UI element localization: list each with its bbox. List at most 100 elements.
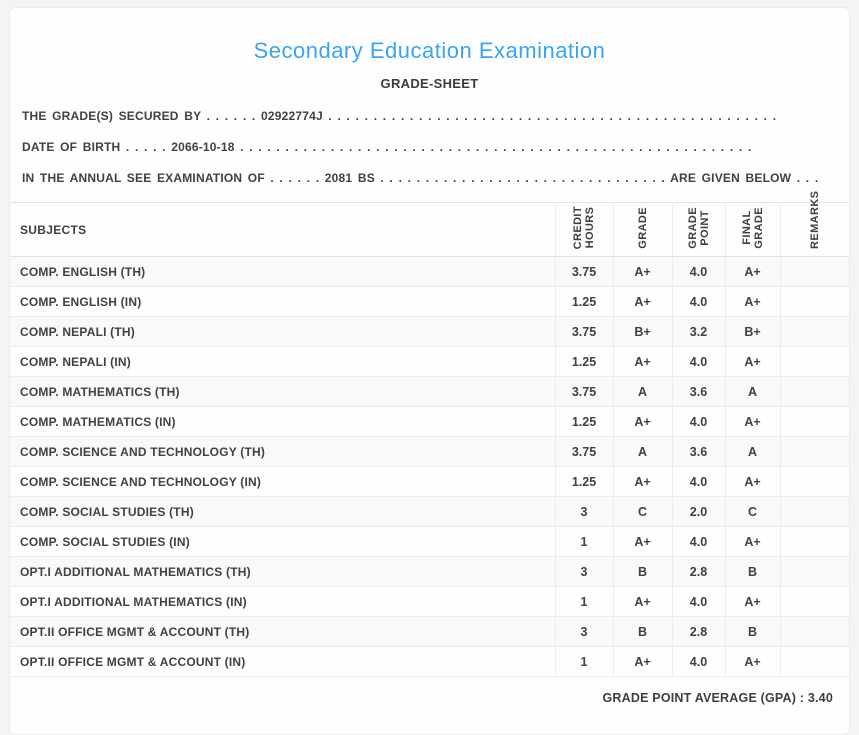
remarks-cell (779, 406, 849, 437)
table-row: COMP. SOCIAL STUDIES (IN) 1 A+ 4.0 A+ (10, 526, 849, 557)
remarks-cell (779, 376, 849, 407)
grade-vertical-label: GRADE (636, 207, 649, 249)
subject-cell: COMP. SOCIAL STUDIES (TH) (10, 496, 555, 527)
remarks-cell (779, 646, 849, 677)
grade-cell: B (612, 616, 672, 647)
grade-point-cell: 2.8 (671, 616, 725, 647)
grade-cell: A+ (612, 406, 672, 437)
table-row: COMP. MATHEMATICS (TH) 3.75 A 3.6 A (10, 376, 849, 407)
grade-cell: B (612, 556, 672, 587)
grade-cell: A+ (612, 466, 672, 497)
grade-point-cell: 4.0 (671, 256, 725, 287)
grade-cell: C (612, 496, 672, 527)
credit-hours-cell: 3.75 (554, 376, 613, 407)
grade-point-cell: 2.0 (671, 496, 725, 527)
grade-point-cell: 4.0 (671, 286, 725, 317)
grades-table-header: SUBJECTS CREDIT HOURS GRADE GRADE POINT … (10, 190, 849, 257)
subject-cell: OPT.II OFFICE MGMT & ACCOUNT (TH) (10, 616, 555, 647)
table-row: COMP. NEPALI (IN) 1.25 A+ 4.0 A+ (10, 346, 849, 377)
credit-hours-cell: 1 (554, 526, 613, 557)
remarks-cell (779, 466, 849, 497)
remarks-cell (779, 556, 849, 587)
grade-point-cell: 3.2 (671, 316, 725, 347)
column-header-grade-point: GRADE POINT (671, 202, 725, 257)
remarks-cell (779, 346, 849, 377)
subject-cell: COMP. MATHEMATICS (IN) (10, 406, 555, 437)
grade-point-cell: 4.0 (671, 346, 725, 377)
credit-hours-cell: 3 (554, 556, 613, 587)
subject-cell: COMP. SCIENCE AND TECHNOLOGY (TH) (10, 436, 555, 467)
info-line-date-of-birth: DATE OF BIRTH . . . . . 2066-10-18 . . .… (22, 140, 752, 154)
info-line-grades-secured-by: THE GRADE(S) SECURED BY . . . . . . 0292… (22, 109, 777, 123)
table-row: OPT.II OFFICE MGMT & ACCOUNT (TH) 3 B 2.… (10, 616, 849, 647)
credit-hours-cell: 1 (554, 646, 613, 677)
final-grade-cell: A (724, 436, 780, 467)
remarks-cell (779, 256, 849, 287)
grade-cell: A+ (612, 256, 672, 287)
subject-cell: OPT.I ADDITIONAL MATHEMATICS (TH) (10, 556, 555, 587)
subject-cell: COMP. SOCIAL STUDIES (IN) (10, 526, 555, 557)
table-row: COMP. MATHEMATICS (IN) 1.25 A+ 4.0 A+ (10, 406, 849, 437)
table-row: OPT.I ADDITIONAL MATHEMATICS (IN) 1 A+ 4… (10, 586, 849, 617)
info-line-examination-year: IN THE ANNUAL SEE EXAMINATION OF . . . .… (22, 171, 819, 185)
header-row: SUBJECTS CREDIT HOURS GRADE GRADE POINT … (10, 190, 849, 257)
final-grade-vertical-label: FINAL GRADE (740, 207, 765, 249)
grade-point-cell: 4.0 (671, 406, 725, 437)
subject-cell: COMP. MATHEMATICS (TH) (10, 376, 555, 407)
column-header-credit-hours: CREDIT HOURS (554, 202, 613, 257)
remarks-cell (779, 316, 849, 347)
grade-point-cell: 2.8 (671, 556, 725, 587)
subject-cell: COMP. SCIENCE AND TECHNOLOGY (IN) (10, 466, 555, 497)
grade-sheet-card: Secondary Education Examination GRADE-SH… (9, 7, 850, 735)
final-grade-cell: A+ (724, 406, 780, 437)
final-grade-cell: A+ (724, 466, 780, 497)
grade-point-cell: 4.0 (671, 646, 725, 677)
remarks-cell (779, 286, 849, 317)
grade-point-cell: 4.0 (671, 526, 725, 557)
grade-cell: A+ (612, 346, 672, 377)
final-grade-cell: B+ (724, 316, 780, 347)
sheet-subtitle: GRADE-SHEET (380, 76, 479, 91)
grade-cell: A+ (612, 646, 672, 677)
credit-hours-cell: 3.75 (554, 256, 613, 287)
grade-point-cell: 3.6 (671, 376, 725, 407)
remarks-vertical-label: REMARKS (808, 190, 821, 249)
grade-point-vertical-label: GRADE POINT (686, 207, 711, 249)
table-row: OPT.I ADDITIONAL MATHEMATICS (TH) 3 B 2.… (10, 556, 849, 587)
final-grade-cell: B (724, 616, 780, 647)
final-grade-cell: A+ (724, 586, 780, 617)
subject-cell: OPT.I ADDITIONAL MATHEMATICS (IN) (10, 586, 555, 617)
subject-cell: COMP. ENGLISH (IN) (10, 286, 555, 317)
table-row: COMP. ENGLISH (TH) 3.75 A+ 4.0 A+ (10, 256, 849, 287)
remarks-cell (779, 436, 849, 467)
grade-cell: A (612, 376, 672, 407)
grade-cell: A (612, 436, 672, 467)
grades-table: SUBJECTS CREDIT HOURS GRADE GRADE POINT … (10, 190, 849, 677)
table-row: COMP. SCIENCE AND TECHNOLOGY (TH) 3.75 A… (10, 436, 849, 467)
credit-hours-cell: 3 (554, 616, 613, 647)
credit-hours-cell: 3.75 (554, 436, 613, 467)
grade-cell: A+ (612, 526, 672, 557)
remarks-cell (779, 616, 849, 647)
table-row: COMP. SOCIAL STUDIES (TH) 3 C 2.0 C (10, 496, 849, 527)
grades-table-body: COMP. ENGLISH (TH) 3.75 A+ 4.0 A+ COMP. … (10, 256, 849, 677)
subject-cell: COMP. NEPALI (TH) (10, 316, 555, 347)
credit-hours-cell: 3 (554, 496, 613, 527)
final-grade-cell: A+ (724, 526, 780, 557)
grade-point-cell: 4.0 (671, 466, 725, 497)
credit-hours-vertical-label: CREDIT HOURS (572, 205, 596, 249)
candidate-info-block: THE GRADE(S) SECURED BY . . . . . . 0292… (10, 109, 849, 185)
grade-cell: A+ (612, 286, 672, 317)
column-header-remarks: REMARKS (779, 190, 849, 257)
grade-cell: B+ (612, 316, 672, 347)
final-grade-cell: B (724, 556, 780, 587)
final-grade-cell: C (724, 496, 780, 527)
column-header-grade: GRADE (612, 202, 672, 257)
page-title: Secondary Education Examination (253, 38, 606, 63)
credit-hours-cell: 3.75 (554, 316, 613, 347)
subject-cell: COMP. ENGLISH (TH) (10, 256, 555, 287)
column-header-final-grade: FINAL GRADE (724, 202, 780, 257)
column-header-subjects: SUBJECTS (10, 202, 555, 257)
final-grade-cell: A+ (724, 646, 780, 677)
credit-hours-cell: 1 (554, 586, 613, 617)
